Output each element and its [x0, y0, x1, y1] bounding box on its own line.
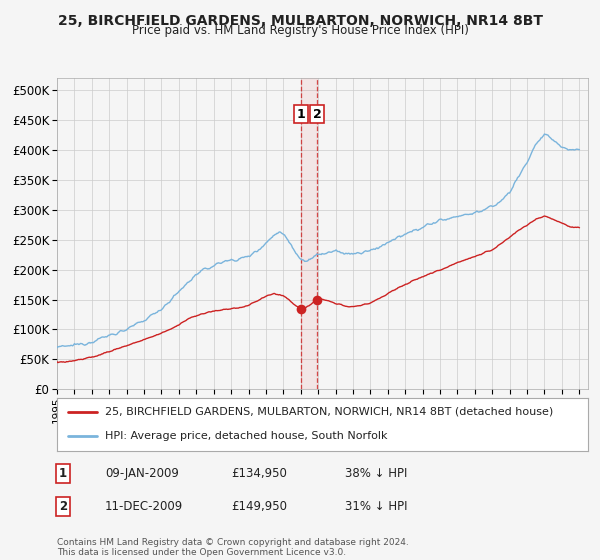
Text: 1: 1	[59, 466, 67, 480]
Text: £149,950: £149,950	[231, 500, 287, 514]
Text: 25, BIRCHFIELD GARDENS, MULBARTON, NORWICH, NR14 8BT: 25, BIRCHFIELD GARDENS, MULBARTON, NORWI…	[58, 14, 542, 28]
Text: 2: 2	[59, 500, 67, 514]
Text: £134,950: £134,950	[231, 466, 287, 480]
Text: 31% ↓ HPI: 31% ↓ HPI	[345, 500, 407, 514]
Text: 2: 2	[313, 108, 322, 121]
Bar	[301, 78, 317, 389]
Text: 11-DEC-2009: 11-DEC-2009	[105, 500, 183, 514]
Text: 09-JAN-2009: 09-JAN-2009	[105, 466, 179, 480]
Text: HPI: Average price, detached house, South Norfolk: HPI: Average price, detached house, Sout…	[105, 431, 387, 441]
Text: 1: 1	[297, 108, 305, 121]
Text: 25, BIRCHFIELD GARDENS, MULBARTON, NORWICH, NR14 8BT (detached house): 25, BIRCHFIELD GARDENS, MULBARTON, NORWI…	[105, 407, 553, 417]
Text: Contains HM Land Registry data © Crown copyright and database right 2024.
This d: Contains HM Land Registry data © Crown c…	[57, 538, 409, 557]
Text: 38% ↓ HPI: 38% ↓ HPI	[345, 466, 407, 480]
Text: Price paid vs. HM Land Registry's House Price Index (HPI): Price paid vs. HM Land Registry's House …	[131, 24, 469, 37]
